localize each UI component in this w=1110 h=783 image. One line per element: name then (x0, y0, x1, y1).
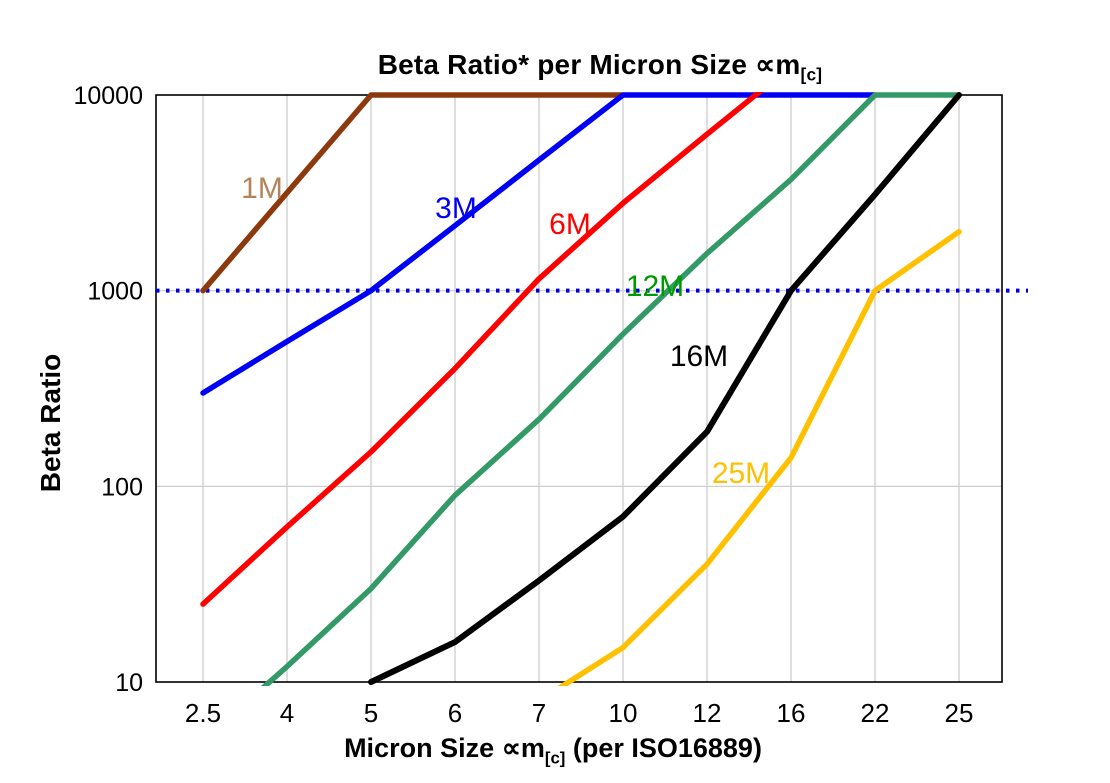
series-line-16M (368, 92, 962, 685)
x-tick-label-10: 10 (609, 698, 638, 728)
x-tick-label-2.5: 2.5 (185, 698, 221, 728)
x-tick-label-7: 7 (532, 698, 546, 728)
series-label-3M: 3M (435, 192, 477, 225)
y-tick-label-10000: 10000 (73, 82, 143, 110)
x-tick-label-6: 6 (448, 698, 462, 728)
series-group (200, 92, 962, 686)
x-tick-label-5: 5 (364, 698, 378, 728)
y-tick-label-100: 100 (101, 473, 143, 501)
x-tick-label-12: 12 (693, 698, 722, 728)
series-line-6M (200, 92, 764, 607)
x-axis-title-text: Micron Size ∝m (344, 733, 545, 763)
x-tick-label-25: 25 (945, 698, 974, 728)
y-tick-label-1000: 1000 (87, 278, 143, 306)
series-label-16M: 16M (670, 340, 728, 373)
chart-title-text: Beta Ratio* per Micron Size ∝m (377, 49, 801, 80)
y-tick-label-10: 10 (115, 669, 143, 697)
chart-title-subscript: [c] (800, 64, 823, 85)
x-axis-title-suffix: (per ISO16889) (565, 733, 762, 763)
x-tick-label-4: 4 (280, 698, 294, 728)
series-line-3M (200, 92, 878, 396)
series-line-1M (200, 92, 626, 294)
series-label-25M: 25M (712, 457, 770, 490)
x-tick-label-16: 16 (777, 698, 806, 728)
series-line-25M (557, 229, 962, 686)
chart-title: Beta Ratio* per Micron Size ∝m[c] (156, 48, 1044, 86)
series-label-1M: 1M (241, 172, 283, 205)
series-line-12M (260, 92, 962, 686)
x-axis-title: Micron Size ∝m[c] (per ISO16889) (130, 733, 976, 768)
series-label-12M: 12M (626, 270, 684, 303)
x-tick-label-22: 22 (861, 698, 890, 728)
x-axis-title-subscript: [c] (544, 748, 566, 768)
series-label-6M: 6M (549, 208, 591, 241)
